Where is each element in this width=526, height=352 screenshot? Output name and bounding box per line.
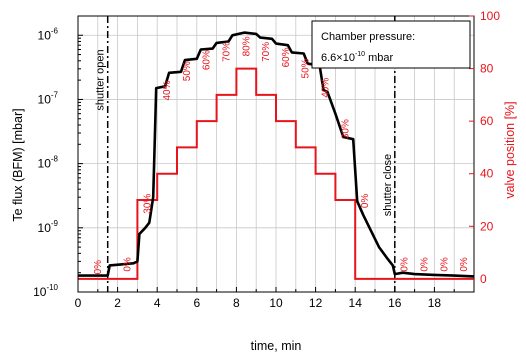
shutter-event-label: shutter open — [95, 49, 107, 110]
y-right-tick-label: 60 — [480, 114, 494, 128]
x-tick-label: 10 — [269, 296, 283, 310]
y-left-tick-label: 10-9 — [38, 219, 59, 235]
valve-step-label: 0% — [420, 257, 431, 272]
annotation-frame — [311, 20, 471, 69]
valve-step-label: 0% — [400, 257, 411, 272]
valve-step-label: 0% — [439, 257, 450, 272]
valve-step-label: 50% — [301, 58, 312, 78]
te-flux-series — [78, 31, 475, 278]
valve-position-series — [78, 67, 474, 280]
y-left-tick-label: 10-10 — [33, 283, 58, 299]
y-left-tick-label: 10-7 — [38, 90, 59, 106]
y-left-tick-exp: -6 — [51, 26, 59, 35]
y-left-tick-label: 10-6 — [38, 26, 59, 42]
y-axis-left-label: Te flux (BFM) [mbar] — [11, 108, 25, 221]
valve-step-label: 0% — [93, 260, 104, 275]
y-left-tick-exp: -10 — [46, 283, 58, 292]
axes: 0 2 4 6 8 10 12 14 16 1810-1010-910-810-710-60204… — [33, 9, 500, 310]
x-axis-label: time, min — [251, 339, 302, 352]
y-left-tick-base: 10 — [33, 285, 47, 299]
annotation-line-1: Chamber pressure: — [321, 31, 415, 43]
valve-step-labels: 0% 0% 30% 40% 50% 60% 70% 80% 70% 60% 50% 40% 30% 0% 0… — [93, 36, 470, 274]
valve-step-label: 80% — [241, 36, 252, 56]
x-tick-label: 6 — [193, 296, 200, 310]
annotation-exp: -10 — [355, 51, 365, 58]
x-tick-label: 18 — [428, 296, 442, 310]
x-tick-label: 4 — [154, 296, 161, 310]
annotation-line-2: 6.6×10-10 mbar — [321, 51, 394, 64]
y-left-tick-base: 10 — [38, 28, 52, 42]
shutter-events: shutter open shutter close — [95, 16, 396, 292]
valve-step-label: 60% — [281, 47, 292, 67]
y-right-tick-label: 80 — [480, 62, 494, 76]
annotation-unit: mbar — [365, 52, 393, 64]
y-right-tick-label: 0 — [480, 272, 487, 286]
x-tick-label: 16 — [388, 296, 402, 310]
y-left-tick-exp: -8 — [51, 155, 59, 164]
valve-step-label: 0% — [459, 257, 470, 272]
y-right-tick-label: 100 — [480, 9, 500, 23]
y-left-tick-base: 10 — [38, 221, 52, 235]
y-right-tick-label: 20 — [480, 219, 494, 233]
x-tick-label: 8 — [233, 296, 240, 310]
x-tick-label: 12 — [309, 296, 323, 310]
y-left-tick-label: 10-8 — [38, 155, 59, 171]
y-left-tick-base: 10 — [38, 157, 52, 171]
valve-step-label: 50% — [182, 61, 193, 81]
valve-step-label: 40% — [321, 78, 332, 98]
y-right-tick-label: 40 — [480, 167, 494, 181]
valve-step-label: 0% — [123, 257, 134, 272]
valve-step-label: 60% — [202, 50, 213, 70]
y-left-tick-base: 10 — [38, 92, 52, 106]
valve-step-label: 70% — [261, 42, 272, 62]
annotation-box: Chamber pressure: 6.6×10-10 mbar — [311, 20, 471, 69]
te-flux-line — [78, 31, 475, 278]
annotation-base: 6.6×10 — [321, 52, 355, 64]
x-tick-label: 0 — [75, 296, 82, 310]
valve-step-label: 70% — [222, 42, 233, 62]
x-tick-label: 2 — [114, 296, 121, 310]
valve-position-line — [78, 67, 474, 280]
valve-step-label: 40% — [162, 80, 173, 100]
valve-step-label: 30% — [142, 194, 153, 214]
x-tick-label: 14 — [349, 296, 363, 310]
y-left-tick-exp: -7 — [51, 90, 59, 99]
y-axis-right-label: valve position [%] — [503, 101, 517, 198]
y-left-tick-exp: -9 — [51, 219, 59, 228]
valve-step-label: 0% — [360, 194, 371, 209]
shutter-event-label: shutter close — [382, 154, 394, 216]
valve-step-label: 30% — [340, 119, 351, 139]
